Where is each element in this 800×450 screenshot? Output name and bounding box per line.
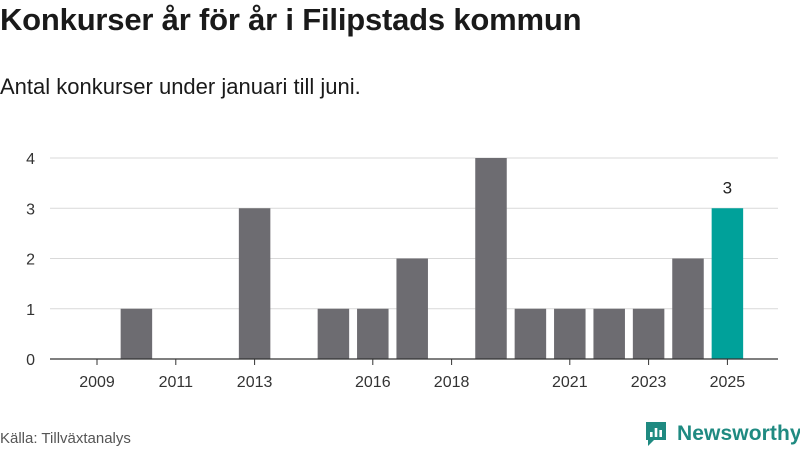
- bar-2017: [396, 258, 428, 359]
- chart-title: Konkurser år för år i Filipstads kommun: [0, 2, 582, 37]
- bar-2025: [711, 208, 744, 359]
- x-tick-label: 2018: [434, 374, 470, 391]
- bar-2013: [238, 208, 271, 359]
- data-label-2025: 3: [723, 178, 732, 197]
- bar-2022: [593, 308, 625, 359]
- bar-2021: [554, 308, 586, 359]
- y-tick-label: 2: [26, 252, 35, 269]
- bar-2016: [357, 308, 389, 359]
- brand-name: Newsworthy: [677, 422, 800, 445]
- bar-2015: [317, 308, 350, 359]
- x-tick-label: 2016: [355, 374, 391, 391]
- bar-2023: [632, 308, 665, 359]
- newsworthy-icon: [646, 422, 666, 446]
- y-tick-label: 3: [26, 201, 35, 218]
- chart-subtitle: Antal konkurser under januari till juni.: [0, 74, 361, 99]
- x-tick-label: 2009: [79, 374, 115, 391]
- y-tick-label: 0: [26, 352, 35, 369]
- x-tick-label: 2011: [159, 374, 194, 391]
- bar-chart: 0 1 2 3 4 2009 2011 2013 2016 2018 2021 2023 2025 3: [26, 151, 778, 391]
- newsworthy-logo: Newsworthy: [644, 420, 800, 448]
- x-tick-label: 2025: [710, 374, 746, 391]
- x-tick-label: 2013: [237, 374, 273, 391]
- y-tick-label: 4: [26, 151, 35, 168]
- bar-2010: [120, 308, 153, 359]
- source-note: Källa: Tillväxtanalys: [0, 430, 131, 447]
- y-tick-label: 1: [26, 302, 35, 319]
- x-tick-label: 2023: [631, 374, 667, 391]
- bar-2019: [475, 158, 507, 359]
- bar-2020: [514, 308, 547, 359]
- x-tick-label: 2021: [552, 374, 588, 391]
- bar-2024: [672, 258, 704, 359]
